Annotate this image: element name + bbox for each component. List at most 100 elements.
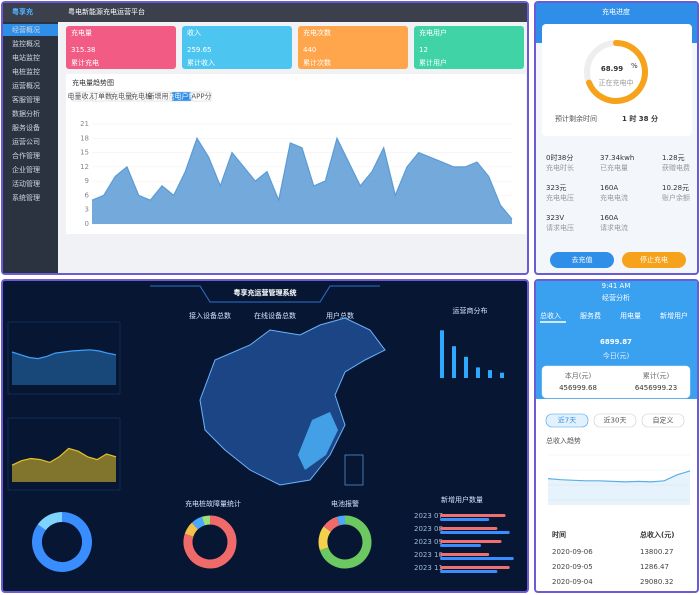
menu-item[interactable]: 运营概况 — [12, 81, 40, 90]
stat-value: 160A — [600, 184, 618, 192]
menu-active — [3, 24, 58, 36]
area — [12, 349, 116, 385]
label: 9:41 AM — [602, 282, 631, 290]
area — [92, 138, 512, 224]
label[interactable]: 电量收入 — [68, 92, 96, 101]
bar — [452, 346, 456, 378]
tab — [91, 91, 112, 102]
header: 接入设备总数 — [189, 311, 231, 320]
label: 充电量趋势图 — [72, 78, 114, 87]
bar — [440, 570, 498, 573]
donut-segment — [323, 516, 340, 532]
tab — [171, 91, 192, 102]
tab[interactable]: 用电量 — [620, 311, 641, 320]
table-cell: 1286.47 — [640, 563, 669, 571]
bar — [440, 566, 510, 569]
donut-segment — [37, 512, 63, 531]
menu-item[interactable]: 系统管理 — [12, 193, 40, 202]
label: 充电桩故障量统计 — [185, 499, 241, 508]
tab[interactable]: 总收入 — [540, 311, 561, 320]
bar — [476, 367, 480, 378]
stat-card — [414, 26, 524, 69]
range-button — [593, 413, 637, 428]
tab — [71, 91, 92, 102]
label[interactable]: 充电量 — [111, 92, 132, 101]
top-bar — [3, 3, 527, 22]
label: 充电电压 — [546, 193, 574, 202]
table-cell: 2020-09-05 — [552, 563, 593, 571]
label: 已充电量 — [600, 163, 628, 172]
line — [547, 470, 691, 483]
tab — [151, 91, 172, 102]
menu-item[interactable]: 电桩监控 — [12, 67, 40, 76]
table-cell: 2020-09-06 — [552, 548, 593, 556]
menu-item[interactable]: 监控概况 — [12, 39, 40, 48]
label: 充电次数 — [303, 28, 331, 37]
menu-item[interactable]: 合作管理 — [12, 151, 40, 160]
label[interactable]: 充电户数 — [168, 92, 196, 101]
label: 2023 10 — [414, 551, 443, 559]
stat-value: 323元 — [546, 184, 566, 192]
gauge-arc — [586, 40, 648, 104]
big-value: 6899.87 — [600, 338, 632, 346]
button-label[interactable]: 停止充电 — [640, 255, 668, 264]
label[interactable]: 新增用户 — [148, 92, 176, 101]
label: 累计收入 — [187, 58, 215, 67]
label[interactable]: 订单数 — [91, 92, 112, 101]
label[interactable]: 充电桩 — [131, 92, 152, 101]
menu-item[interactable]: 客服管理 — [12, 95, 40, 104]
donut-segment — [191, 516, 205, 530]
area — [12, 448, 116, 482]
bar — [440, 330, 444, 378]
tab — [111, 91, 132, 102]
chart-frame — [7, 417, 121, 491]
bar — [440, 531, 510, 534]
summary-card — [541, 365, 691, 399]
stat-value: 10.28元 — [662, 184, 689, 192]
bar — [464, 356, 468, 378]
menu-item[interactable]: 企业管理 — [12, 165, 40, 174]
menu-item[interactable]: 电站监控 — [12, 53, 40, 62]
bar — [440, 514, 506, 517]
label: 1 时 38 分 — [622, 114, 658, 123]
menu-item[interactable]: 数据分析 — [12, 109, 40, 118]
menu-item[interactable]: 活动管理 — [12, 179, 40, 188]
menu-item[interactable]: 服务设备 — [12, 123, 40, 132]
label: 电池报警 — [331, 499, 359, 508]
bar — [440, 518, 490, 521]
bar — [440, 544, 481, 547]
header: 在线设备总数 — [254, 311, 296, 320]
line — [91, 136, 513, 220]
bar — [440, 527, 498, 530]
button — [622, 252, 686, 268]
tab[interactable]: 新增用户 — [660, 311, 688, 320]
button-label[interactable]: 去充值 — [572, 255, 593, 264]
label: 新增用户数量 — [441, 495, 483, 504]
range-button — [641, 413, 685, 428]
stat-value: 315.38 — [71, 46, 96, 54]
percent: 68.99 — [601, 65, 623, 73]
donut-segment — [201, 515, 211, 526]
logo: 粤享充 — [12, 7, 33, 16]
menu-item[interactable]: 运营公司 — [12, 137, 40, 146]
unit: % — [631, 62, 638, 70]
label[interactable]: 近30天 — [604, 416, 627, 425]
stat-value: 259.65 — [187, 46, 212, 54]
app-title: 粤电新能源充电运营平台 — [68, 7, 145, 16]
label: 今日(元) — [603, 351, 630, 360]
menu-item[interactable]: 经营概况 — [12, 25, 40, 34]
label: 2023 09 — [414, 538, 443, 546]
label: 请求电压 — [546, 223, 574, 232]
label: 累计用户 — [419, 58, 447, 67]
label[interactable]: 自定义 — [653, 416, 674, 425]
header: 用户总数 — [326, 311, 354, 320]
y-tick-label: 0 — [85, 220, 89, 228]
tab[interactable]: 服务费 — [580, 311, 601, 320]
label: 456999.68 — [559, 384, 597, 392]
y-tick-label: 3 — [85, 206, 89, 214]
label[interactable]: APP分 — [191, 92, 211, 101]
label[interactable]: 近7天 — [558, 416, 576, 425]
table-cell: 2020-09-04 — [552, 578, 593, 586]
y-tick-label: 12 — [80, 163, 89, 171]
bar — [440, 553, 490, 556]
